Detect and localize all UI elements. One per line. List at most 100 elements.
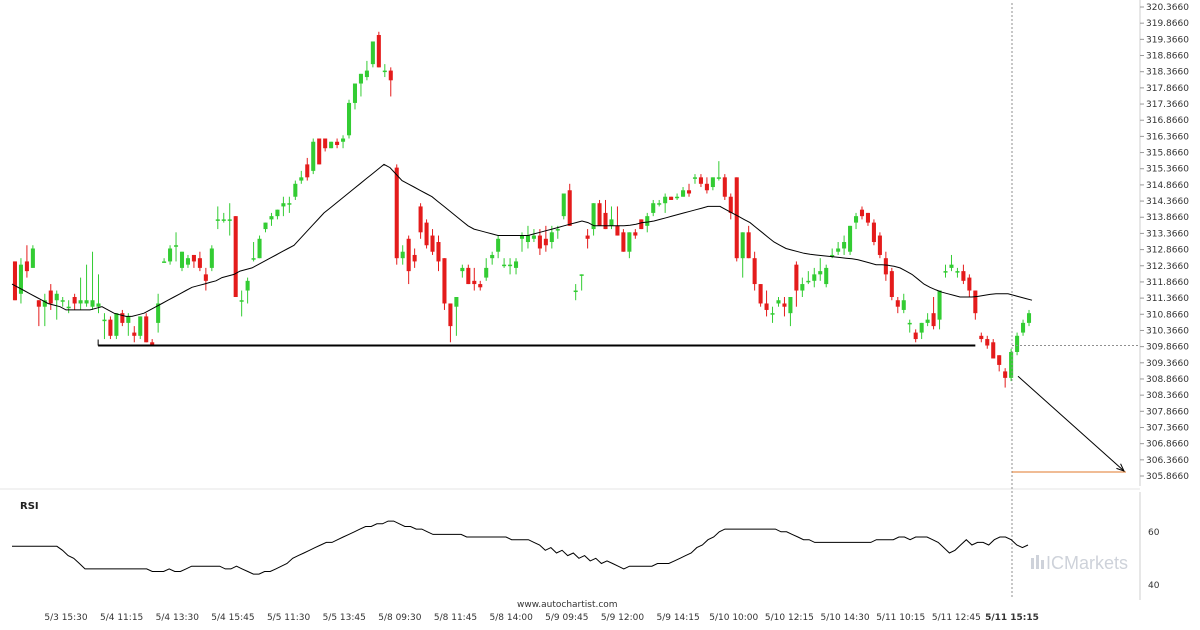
candle-down xyxy=(621,232,626,252)
candle-up xyxy=(830,254,835,257)
candle-down xyxy=(669,196,674,200)
icmarkets-logo: ICMarkets xyxy=(1031,553,1128,573)
candle-up xyxy=(842,242,847,249)
price-tick-label: 319.3660 xyxy=(1146,35,1189,45)
price-tick-label: 314.3660 xyxy=(1146,197,1189,207)
candle-down xyxy=(12,261,18,301)
candle-up xyxy=(239,300,244,302)
candle-up xyxy=(18,264,23,294)
candle-up xyxy=(710,177,715,188)
candle-up xyxy=(812,274,817,281)
price-tick-label: 315.3660 xyxy=(1146,165,1189,175)
candle-up xyxy=(156,303,161,323)
candle-up xyxy=(549,232,554,243)
candle-down xyxy=(478,284,483,288)
candle-down xyxy=(585,235,590,239)
time-tick-label: 5/11 10:15 xyxy=(876,613,925,623)
candle-down xyxy=(597,203,602,226)
candle-down xyxy=(108,319,113,336)
candle-down xyxy=(985,339,990,346)
price-tick-label: 312.3660 xyxy=(1146,262,1189,272)
candle-down xyxy=(394,167,399,259)
candle-up xyxy=(1009,351,1014,378)
candle-up xyxy=(42,300,47,307)
candle-up xyxy=(740,232,745,259)
candle-up xyxy=(1026,313,1032,323)
candle-down xyxy=(144,316,149,343)
candle-down xyxy=(722,177,727,197)
moving-average-path xyxy=(11,163,1033,317)
rsi-title: RSI xyxy=(20,501,39,512)
candle-up xyxy=(770,313,775,315)
candle-up xyxy=(579,274,584,276)
time-tick-label: 5/5 11:30 xyxy=(267,613,311,623)
projection-arrow-line xyxy=(1017,375,1125,472)
candle-up xyxy=(293,183,298,197)
candle-up xyxy=(54,293,59,301)
candle-down xyxy=(36,300,41,307)
candle-down xyxy=(698,177,703,184)
candle-up xyxy=(824,267,829,285)
candle-up xyxy=(227,219,232,221)
price-tick-label: 315.8660 xyxy=(1146,149,1189,159)
price-tick-label: 309.3660 xyxy=(1146,359,1189,369)
price-tick-label: 316.8660 xyxy=(1146,116,1189,126)
candle-down xyxy=(615,225,620,236)
candle-down xyxy=(191,254,196,262)
candle-down xyxy=(931,313,936,327)
candle-down xyxy=(728,196,733,213)
price-tick-label: 310.3660 xyxy=(1146,326,1189,336)
source-credit: www.autochartist.com xyxy=(517,600,618,610)
price-tick-label: 305.8660 xyxy=(1146,472,1189,482)
candle-up xyxy=(358,73,363,84)
candle-up xyxy=(806,280,811,283)
candle-down xyxy=(639,219,644,230)
candle-down xyxy=(686,190,692,194)
candle-up xyxy=(84,300,89,304)
candle-down xyxy=(961,271,966,281)
candle-down xyxy=(448,303,453,327)
candle-up xyxy=(496,238,501,252)
rsi-tick-label: 40 xyxy=(1148,581,1160,591)
time-tick-label: 5/9 12:00 xyxy=(601,613,645,623)
candle-up xyxy=(185,258,190,265)
candle-up xyxy=(836,248,841,252)
candle-down xyxy=(24,261,29,272)
candle-up xyxy=(370,41,375,65)
candle-up xyxy=(179,251,185,268)
rsi-line xyxy=(12,520,1029,575)
price-tick-label: 318.8660 xyxy=(1146,52,1189,62)
time-tick-label: 5/10 14:30 xyxy=(821,613,870,623)
candle-down xyxy=(973,290,978,314)
candle-up xyxy=(460,267,465,272)
candle-up xyxy=(221,219,226,221)
rsi-axis-labels: 60 40 xyxy=(1148,528,1160,591)
candle-down xyxy=(120,313,125,323)
candle-up xyxy=(848,225,853,252)
candle-up xyxy=(400,251,405,259)
candle-up xyxy=(209,248,214,268)
candle-up xyxy=(60,300,65,302)
candle-up xyxy=(591,203,596,230)
candle-up xyxy=(788,297,793,314)
candle-down xyxy=(48,290,53,304)
time-tick-label: 5/5 13:45 xyxy=(323,613,366,623)
candle-down xyxy=(323,138,328,149)
candle-down xyxy=(412,254,417,262)
candle-up xyxy=(251,258,256,260)
candle-up xyxy=(30,248,35,268)
candle-down xyxy=(991,342,996,359)
logo-icon xyxy=(1031,555,1044,569)
candle-up xyxy=(352,83,358,103)
candle-down xyxy=(197,258,202,268)
candle-up xyxy=(311,141,316,171)
candle-up xyxy=(1021,322,1026,333)
price-tick-label: 318.3660 xyxy=(1146,68,1189,78)
time-tick-label: 5/9 09:45 xyxy=(545,613,588,623)
candle-down xyxy=(883,258,888,275)
price-tick-label: 310.8660 xyxy=(1146,310,1189,320)
candle-up xyxy=(66,306,71,309)
candle-up xyxy=(484,267,489,278)
candle-up xyxy=(651,203,656,213)
candle-down xyxy=(603,212,608,230)
